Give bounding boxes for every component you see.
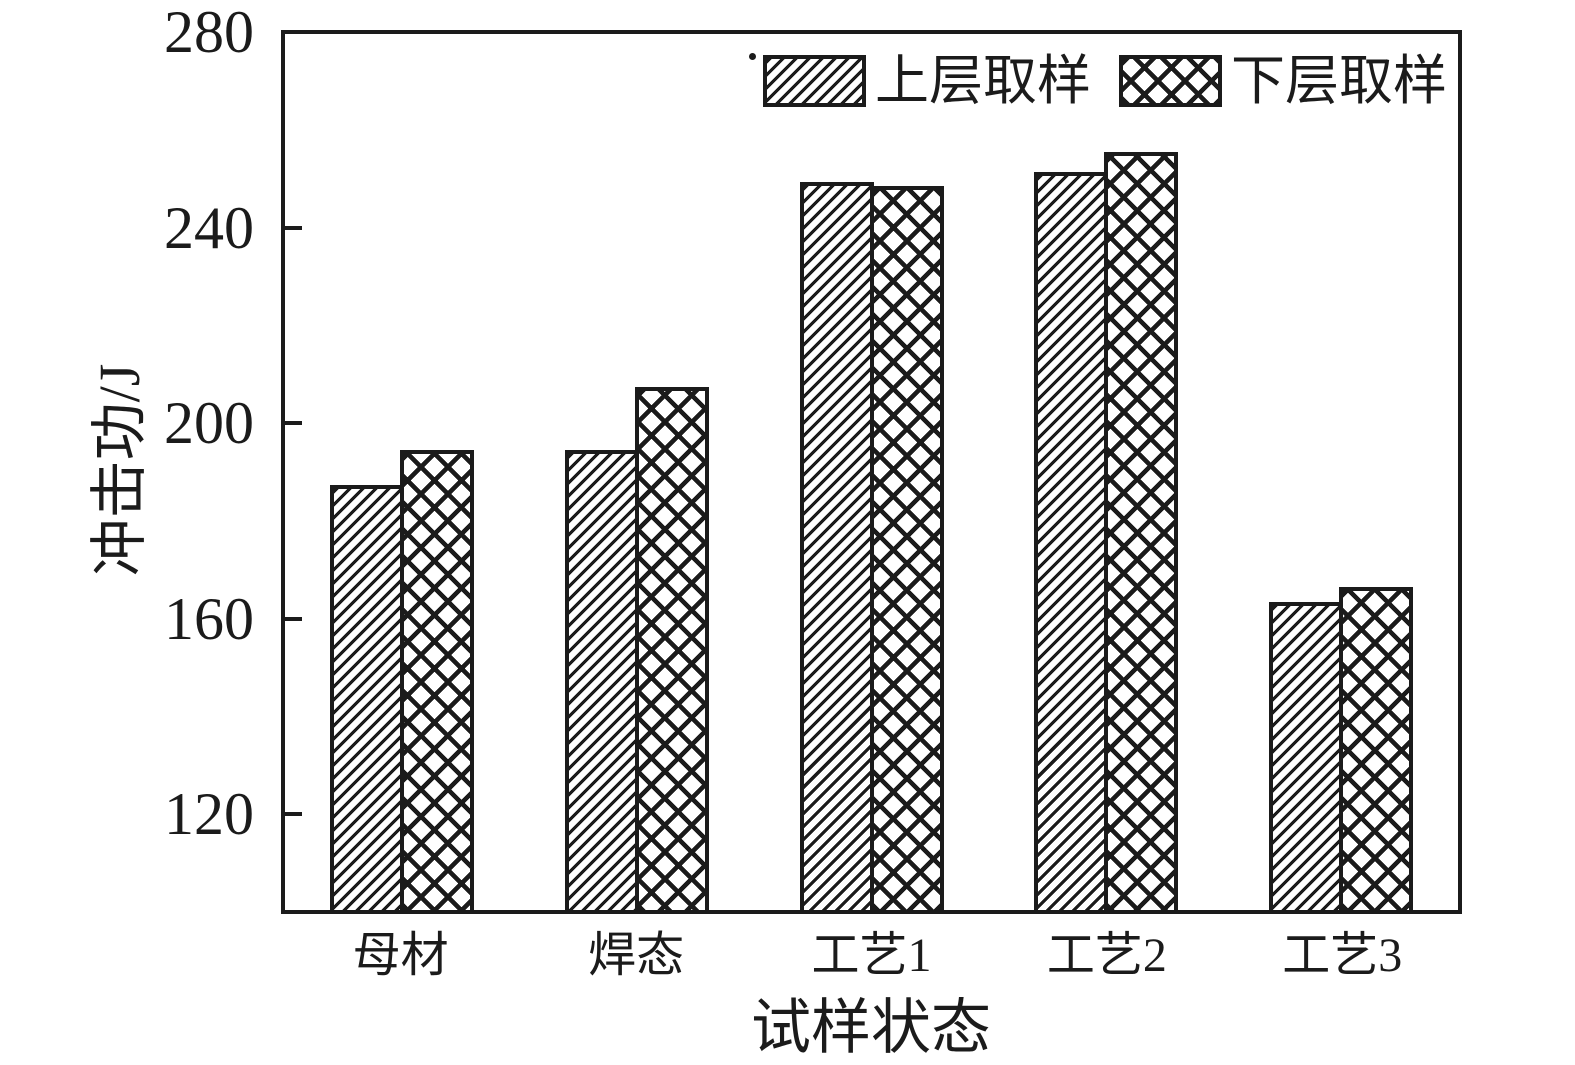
bar-下层取样-焊态 xyxy=(634,386,709,914)
y-tick-mark-160 xyxy=(285,616,302,621)
x-tick-label-工艺3: 工艺3 xyxy=(1282,929,1403,982)
bar-下层取样-工艺1 xyxy=(869,186,944,914)
legend: 上层取样 下层取样 xyxy=(763,52,1447,110)
legend-swatch-crosshatch-icon xyxy=(1119,55,1222,107)
legend-item-上层取样: 上层取样 xyxy=(763,52,1091,110)
bar-上层取样-工艺1 xyxy=(799,181,874,914)
x-tick-label-工艺2: 工艺2 xyxy=(1046,929,1167,982)
legend-swatch-diagonal-icon xyxy=(763,55,866,107)
y-tick-mark-120 xyxy=(285,812,302,817)
y-tick-label-240: 240 xyxy=(164,194,254,261)
plot-area: 上层取样 下层取样 xyxy=(281,30,1462,914)
x-tick-label-焊态: 焊态 xyxy=(588,929,685,982)
bar-上层取样-母材 xyxy=(330,484,405,914)
legend-label-下层取样: 下层取样 xyxy=(1231,51,1447,111)
bar-上层取样-工艺3 xyxy=(1268,602,1343,914)
y-tick-mark-280 xyxy=(285,30,302,34)
y-tick-label-160: 160 xyxy=(164,585,254,652)
legend-label-上层取样: 上层取样 xyxy=(875,51,1091,111)
y-tick-mark-240 xyxy=(285,225,302,230)
y-tick-label-120: 120 xyxy=(164,781,254,848)
x-tick-label-工艺1: 工艺1 xyxy=(811,929,932,982)
y-tick-mark-200 xyxy=(285,421,302,426)
x-tick-label-母材: 母材 xyxy=(352,929,449,982)
y-tick-label-200: 200 xyxy=(164,390,254,457)
x-axis-title: 试样状态 xyxy=(751,995,991,1061)
legend-item-下层取样: 下层取样 xyxy=(1119,52,1447,110)
bar-下层取样-工艺2 xyxy=(1104,152,1179,914)
y-tick-label-280: 280 xyxy=(164,0,254,65)
bar-上层取样-工艺2 xyxy=(1034,171,1109,914)
bar-上层取样-焊态 xyxy=(564,450,639,914)
bar-下层取样-母材 xyxy=(400,450,475,914)
bar-下层取样-工艺3 xyxy=(1338,587,1413,914)
stray-ink-dot xyxy=(749,53,756,60)
